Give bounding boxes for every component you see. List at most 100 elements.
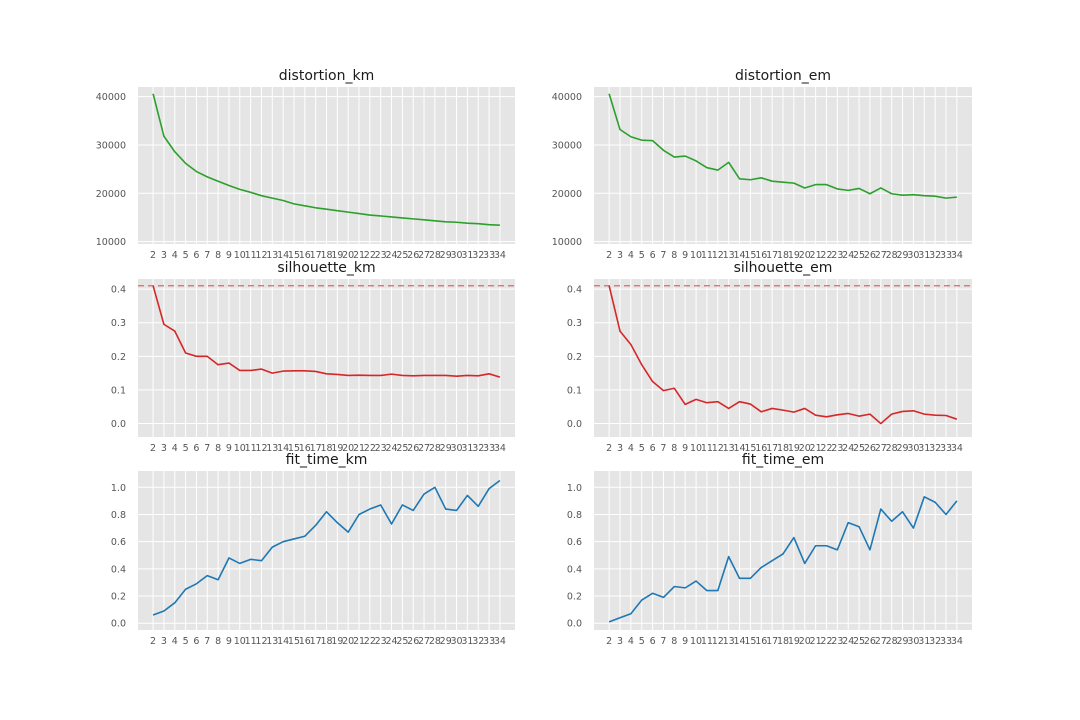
x-tick-label: 6 xyxy=(650,636,656,647)
x-tick-label: 24 xyxy=(842,636,854,647)
subplot-fit-time-km: 2 3 4 5 6 7 8 9 10111213141516171819202122232425… xyxy=(111,452,515,647)
x-tick-label: 8 xyxy=(215,250,221,261)
x-tick-label: 8 xyxy=(215,636,221,647)
x-tick-label: 30 xyxy=(451,636,463,647)
x-tick-label: 26 xyxy=(407,443,419,454)
x-tick-label: 17 xyxy=(766,250,778,261)
x-tick-label: 3 xyxy=(617,250,623,261)
x-tick-label: 11 xyxy=(701,636,713,647)
x-tick-label: 32 xyxy=(472,443,484,454)
y-tick-label: 10000 xyxy=(552,237,582,248)
x-tick-label: 3 xyxy=(161,443,167,454)
x-tick-label: 5 xyxy=(639,636,645,647)
x-tick-label: 15 xyxy=(744,443,756,454)
x-tick-label: 2 xyxy=(606,250,612,261)
x-tick-label: 29 xyxy=(896,636,908,647)
y-tick-label: 30000 xyxy=(96,140,126,151)
y-tick-label: 0.0 xyxy=(567,619,582,630)
x-tick-label: 29 xyxy=(896,443,908,454)
chart-title: fit_time_km xyxy=(286,452,368,468)
series-line xyxy=(608,496,958,623)
x-tick-label: 33 xyxy=(483,443,495,454)
x-tick-label: 30 xyxy=(907,250,919,261)
x-tick-label: 34 xyxy=(951,443,963,454)
x-tick-label: 14 xyxy=(733,250,745,261)
x-tick-label: 23 xyxy=(375,636,387,647)
x-tick-label: 25 xyxy=(396,636,408,647)
x-tick-label: 17 xyxy=(766,443,778,454)
x-tick-label: 26 xyxy=(407,250,419,261)
y-tick-label: 0.2 xyxy=(567,352,582,363)
x-tick-label: 31 xyxy=(461,636,473,647)
y-tick-label: 1.0 xyxy=(567,483,582,494)
x-tick-label: 11 xyxy=(245,443,257,454)
x-tick-label: 23 xyxy=(375,443,387,454)
x-tick-label: 6 xyxy=(650,250,656,261)
y-tick-label: 0.1 xyxy=(111,385,126,396)
x-tick-label: 11 xyxy=(701,250,713,261)
x-tick-label: 17 xyxy=(310,443,322,454)
x-tick-label: 15 xyxy=(744,250,756,261)
x-tick-label: 7 xyxy=(660,636,666,647)
x-tick-label: 14 xyxy=(733,636,745,647)
subplot-distortion-km: 2 3 4 5 6 7 8 9 10111213141516171819202122232425… xyxy=(96,68,515,261)
x-tick-label: 11 xyxy=(245,250,257,261)
x-tick-label: 19 xyxy=(331,636,343,647)
x-tick-label: 7 xyxy=(660,443,666,454)
x-tick-label: 29 xyxy=(440,636,452,647)
x-tick-label: 16 xyxy=(299,250,311,261)
x-tick-label: 26 xyxy=(864,443,876,454)
x-tick-label: 27 xyxy=(875,636,887,647)
x-tick-label: 32 xyxy=(472,250,484,261)
x-tick-label: 18 xyxy=(320,250,332,261)
x-tick-label: 11 xyxy=(701,443,713,454)
x-tick-label: 30 xyxy=(451,443,463,454)
x-tick-label: 2 xyxy=(150,636,156,647)
x-tick-label: 2 xyxy=(150,250,156,261)
x-tick-label: 14 xyxy=(733,443,745,454)
y-tick-label: 40000 xyxy=(96,92,126,103)
x-tick-label: 8 xyxy=(671,250,677,261)
y-tick-label: 0.6 xyxy=(567,537,582,548)
x-tick-label: 14 xyxy=(277,250,289,261)
x-tick-label: 3 xyxy=(161,250,167,261)
x-tick-label: 5 xyxy=(183,443,189,454)
x-tick-label: 28 xyxy=(429,636,441,647)
x-tick-label: 13 xyxy=(723,250,735,261)
chart-title: silhouette_em xyxy=(734,260,833,276)
x-tick-label: 26 xyxy=(407,636,419,647)
x-tick-label: 14 xyxy=(277,443,289,454)
x-tick-label: 6 xyxy=(193,250,199,261)
x-tick-label: 5 xyxy=(183,250,189,261)
x-tick-label: 33 xyxy=(483,636,495,647)
y-tick-label: 0.0 xyxy=(567,419,582,430)
x-tick-label: 8 xyxy=(215,443,221,454)
y-tick-label: 0.4 xyxy=(567,564,582,575)
x-tick-label: 20 xyxy=(342,636,354,647)
x-tick-label: 12 xyxy=(712,636,724,647)
x-tick-label: 7 xyxy=(660,250,666,261)
chart-title: distortion_em xyxy=(735,68,831,84)
x-tick-label: 27 xyxy=(875,250,887,261)
x-tick-label: 31 xyxy=(461,250,473,261)
x-tick-label: 15 xyxy=(288,250,300,261)
x-tick-label: 9 xyxy=(226,250,232,261)
x-tick-label: 27 xyxy=(875,443,887,454)
x-tick-label: 26 xyxy=(864,636,876,647)
x-tick-label: 4 xyxy=(172,443,178,454)
x-tick-label: 4 xyxy=(628,636,634,647)
x-tick-label: 28 xyxy=(429,443,441,454)
x-tick-label: 9 xyxy=(682,250,688,261)
x-tick-label: 33 xyxy=(940,443,952,454)
x-tick-label: 3 xyxy=(617,636,623,647)
x-tick-label: 25 xyxy=(396,250,408,261)
x-tick-label: 10 xyxy=(690,443,702,454)
x-tick-label: 34 xyxy=(951,250,963,261)
x-tick-label: 32 xyxy=(929,443,941,454)
x-tick-label: 34 xyxy=(951,636,963,647)
x-tick-label: 30 xyxy=(451,250,463,261)
x-tick-label: 21 xyxy=(810,443,822,454)
x-tick-label: 9 xyxy=(682,636,688,647)
x-tick-label: 13 xyxy=(723,636,735,647)
x-tick-label: 29 xyxy=(440,250,452,261)
